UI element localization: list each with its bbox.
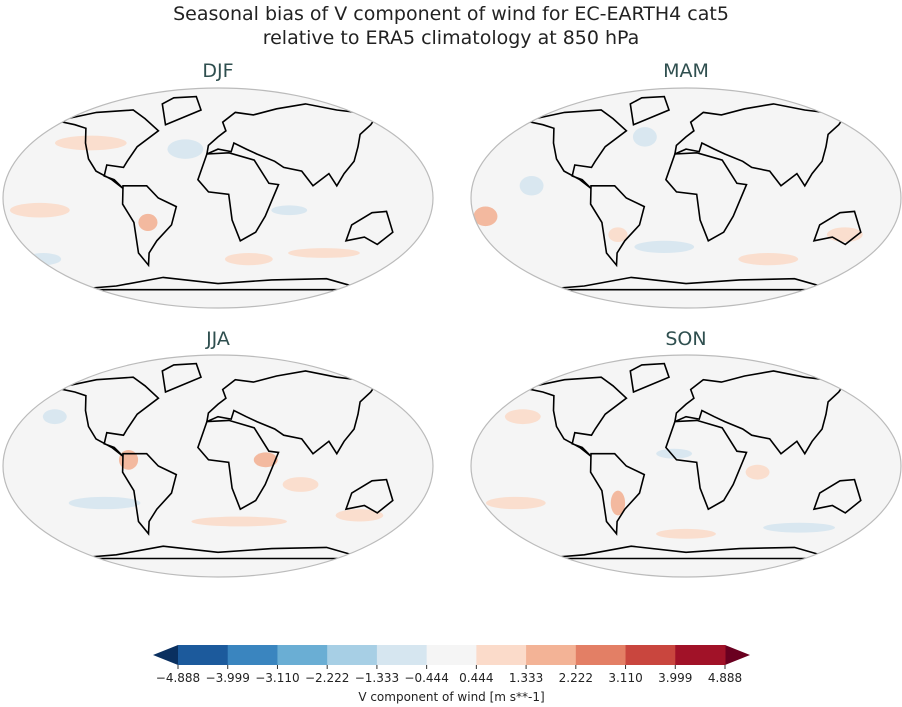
panel-title-son: SON (665, 328, 707, 350)
coastline (664, 151, 748, 242)
colorbar-bin (376, 645, 428, 665)
coastline (664, 419, 748, 511)
bias-anomaly (504, 409, 541, 425)
coastline (161, 362, 203, 394)
colorbar-tick-label: −3.999 (206, 671, 250, 685)
bias-anomaly (473, 206, 498, 227)
colorbar-tick-label: 3.110 (608, 671, 642, 685)
map-panel-jja (2, 354, 434, 578)
coastline (673, 103, 847, 188)
map-panel-son (470, 354, 902, 578)
bias-anomaly (485, 496, 546, 510)
bias-anomaly (138, 213, 158, 231)
colorbar-tick-label: −1.333 (355, 671, 399, 685)
coastline (61, 376, 160, 457)
bias-anomaly (632, 127, 657, 147)
map-background (3, 88, 433, 308)
map-border (470, 354, 902, 578)
colorbar-extend-high (725, 645, 750, 665)
colorbar-tick-label: −2.222 (305, 671, 349, 685)
bias-anomaly (191, 516, 287, 527)
colorbar-bin (575, 645, 627, 665)
bias-anomaly (608, 227, 628, 243)
bias-anomaly (610, 490, 626, 516)
bias-anomaly (335, 509, 384, 522)
colorbar-bin (327, 645, 378, 665)
bias-anomaly (9, 202, 70, 218)
colorbar-bin (178, 645, 229, 665)
bias-anomaly (68, 496, 141, 510)
colorbar-bin (675, 645, 726, 665)
coastline (812, 478, 862, 514)
bias-anomaly (738, 253, 799, 266)
coastline (629, 362, 671, 394)
coastline (673, 370, 847, 456)
coastline (205, 103, 379, 188)
colorbar-bin (526, 645, 577, 665)
colorbar-tick-label: 0.444 (459, 671, 493, 685)
coastline (61, 109, 160, 189)
coastline (529, 109, 628, 189)
bias-anomaly (25, 253, 62, 266)
colorbar-tick-label: 2.222 (559, 671, 593, 685)
coastline (205, 370, 379, 456)
colorbar-extend-low (153, 645, 178, 665)
bias-anomaly (271, 205, 308, 216)
colorbar-tick-label: −3.110 (255, 671, 299, 685)
bias-anomaly (763, 522, 835, 533)
bias-anomaly (282, 477, 319, 492)
bias-anomaly (656, 448, 693, 459)
coastline (344, 210, 394, 246)
figure-title-line2: relative to ERA5 climatology at 850 hPa (262, 27, 640, 49)
map-background (471, 88, 901, 308)
colorbar-bin (625, 645, 676, 665)
coastline (629, 95, 671, 126)
colorbar-tick-label: 3.999 (658, 671, 692, 685)
colorbar-label: V component of wind [m s**-1] (358, 690, 544, 704)
bias-anomaly (656, 528, 716, 539)
coastline (196, 419, 280, 511)
bias-anomaly (288, 248, 360, 258)
colorbar: −4.888 −3.999 −3.110 −2.222 −1.333 −0.444 0.44… (153, 645, 750, 704)
coastline (812, 210, 862, 246)
colorbar-tick-label: −0.444 (404, 671, 448, 685)
panel-title-jja: JJA (206, 328, 230, 350)
colorbar-bin (277, 645, 328, 665)
bias-anomaly (224, 253, 273, 266)
colorbar-bin (426, 645, 477, 665)
map-panel-mam (470, 87, 902, 309)
coastline (121, 452, 178, 536)
map-panel-djf (2, 87, 434, 309)
coastline (161, 95, 203, 126)
coastline (121, 185, 178, 268)
panel-title-mam: MAM (663, 60, 709, 82)
figure-title-line1: Seasonal bias of V component of wind for… (173, 3, 729, 25)
coastline (196, 151, 280, 242)
colorbar-tick-label: 4.888 (708, 671, 742, 685)
coastline (589, 452, 646, 536)
coastline (344, 478, 394, 514)
coastline (529, 376, 628, 457)
panel-title-djf: DJF (202, 60, 234, 82)
map-border (2, 354, 434, 578)
map-background (3, 355, 433, 577)
bias-anomaly (253, 452, 278, 468)
bias-anomaly (54, 135, 127, 151)
coastline (589, 185, 646, 268)
colorbar-bin (476, 645, 527, 665)
map-border (2, 87, 434, 309)
bias-anomaly (167, 139, 204, 159)
colorbar-tick-label: 1.333 (509, 671, 543, 685)
map-background (471, 355, 901, 577)
colorbar-bin (227, 645, 278, 665)
bias-anomaly (42, 409, 67, 425)
bias-anomaly (634, 240, 695, 253)
bias-anomaly (745, 464, 770, 480)
colorbar-tick-label: −4.888 (156, 671, 200, 685)
bias-anomaly (519, 176, 544, 196)
map-border (470, 87, 902, 309)
